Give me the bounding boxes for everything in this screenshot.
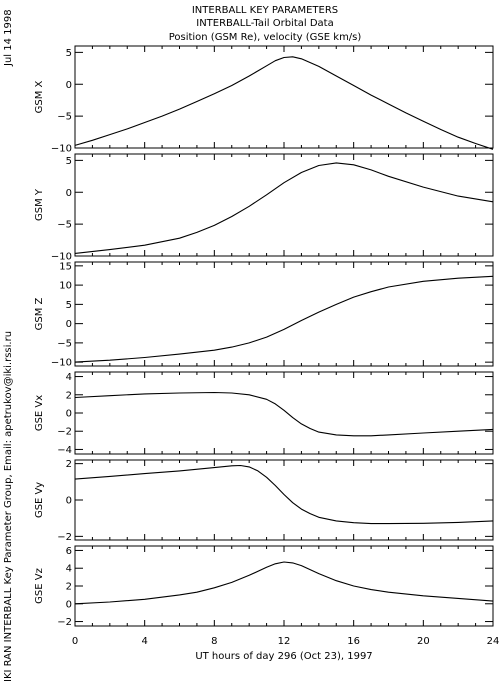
x-tick-label: 24: [487, 636, 500, 647]
y-tick-label: 5: [66, 300, 72, 311]
y-tick-label: 10: [59, 281, 72, 292]
series-line-gsm-x: [74, 56, 494, 150]
x-tick-label: 20: [417, 636, 430, 647]
panel-frame-gse-vx: [74, 371, 494, 455]
y-tick-label: −4: [57, 445, 72, 456]
series-line-gse-vz: [74, 561, 494, 605]
series-line-gsm-y: [74, 162, 494, 254]
y-tick-label: −2: [57, 427, 72, 438]
y-tick-label: −2: [57, 617, 72, 628]
y-tick-label: −5: [57, 338, 72, 349]
y-tick-label: 0: [66, 319, 72, 330]
y-tick-label: 0: [66, 409, 72, 420]
panel-frame-gsm-z: [74, 261, 494, 367]
y-axis-label-gsm-y: GSM Y: [34, 188, 45, 221]
series-line-gse-vx: [74, 391, 494, 437]
y-tick-label: 5: [66, 48, 72, 59]
x-tick-label: 8: [211, 636, 217, 647]
y-tick-label: 2: [66, 582, 72, 593]
panels-group: 5 0 −5 −10 GSM X 5 0 −5 −10 GSM Y 15 10 5 0 −5 −10 GSM Z…: [34, 45, 500, 647]
y-axis-label-gse-vy: GSE Vy: [34, 482, 45, 518]
y-tick-label: 0: [66, 80, 72, 91]
series-line-gse-vy: [74, 464, 494, 525]
title-line-2: INTERBALL-Tail Orbital Data: [196, 18, 333, 29]
x-tick-label: 12: [278, 636, 291, 647]
title-line-1: INTERBALL KEY PARAMETERS: [192, 5, 338, 16]
y-tick-label: 2: [66, 390, 72, 401]
y-tick-label: 5: [66, 156, 72, 167]
panel-frame-gse-vy: [74, 459, 494, 541]
y-tick-label: −5: [57, 220, 72, 231]
y-tick-label: 0: [66, 599, 72, 610]
y-tick-label: −10: [51, 358, 72, 369]
panel-frame-gse-vz: [74, 545, 494, 627]
x-tick-label: 0: [72, 636, 78, 647]
y-axis-label-gse-vx: GSE Vx: [34, 395, 45, 431]
y-tick-label: 4: [66, 564, 72, 575]
y-axis-label-gse-vz: GSE Vz: [34, 568, 45, 604]
y-tick-label: 15: [59, 261, 72, 272]
y-tick-label: −2: [57, 532, 72, 543]
y-tick-label: −10: [51, 252, 72, 263]
y-tick-label: −5: [57, 112, 72, 123]
x-axis-label: UT hours of day 296 (Oct 23), 1997: [195, 651, 372, 662]
y-tick-label: 0: [66, 496, 72, 507]
date-label: Jul 14 1998: [3, 9, 14, 67]
y-tick-label: 4: [66, 372, 72, 383]
y-tick-label: −10: [51, 144, 72, 155]
panel-frame-gsm-y: [74, 153, 494, 257]
y-axis-label-gsm-z: GSM Z: [34, 297, 45, 330]
series-line-gsm-z: [74, 275, 494, 363]
y-axis-label-gsm-x: GSM X: [34, 80, 45, 113]
x-tick-label: 4: [141, 636, 147, 647]
x-tick-label: 16: [347, 636, 360, 647]
y-tick-label: 6: [66, 546, 72, 557]
y-tick-label: 2: [66, 459, 72, 470]
panel-frame-gsm-x: [74, 45, 494, 149]
title-line-3: Position (GSM Re), velocity (GSE km/s): [169, 32, 362, 43]
y-tick-label: 0: [66, 188, 72, 199]
credit-label: IKI RAN INTERBALL Key Parameter Group, E…: [3, 331, 14, 682]
